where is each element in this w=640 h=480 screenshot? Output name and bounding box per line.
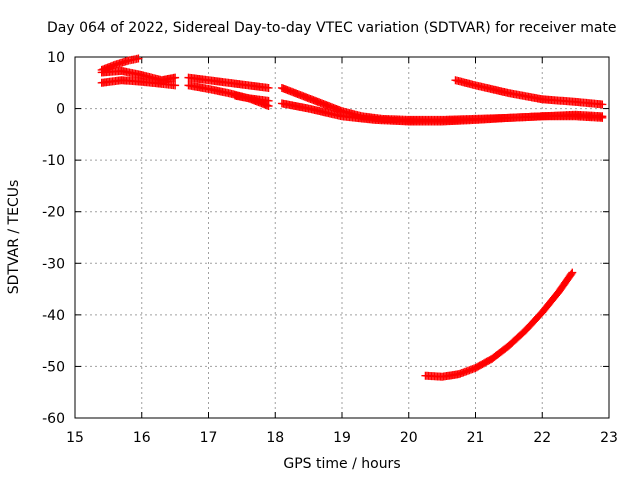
y-tick-label: -50 xyxy=(42,359,65,375)
series-2 xyxy=(97,76,180,90)
data-marks xyxy=(97,54,607,381)
data-point xyxy=(264,83,273,92)
y-tick-labels: 10 0 -10 -20 -30 -40 -50 -60 xyxy=(42,50,65,427)
x-tick-label: 16 xyxy=(133,430,151,446)
series-7 xyxy=(277,99,607,126)
data-point xyxy=(598,113,607,122)
axes xyxy=(74,56,610,419)
x-tick-label: 23 xyxy=(600,430,618,446)
series-8 xyxy=(451,76,607,109)
data-point xyxy=(171,73,180,82)
y-tick-label: -20 xyxy=(42,205,65,221)
data-point xyxy=(134,54,143,63)
x-tick-label: 15 xyxy=(66,430,84,446)
series-3 xyxy=(184,73,273,92)
series-5 xyxy=(231,91,273,110)
x-tick-label: 21 xyxy=(467,430,485,446)
data-point xyxy=(264,101,273,110)
x-tick-label: 19 xyxy=(333,430,351,446)
x-tick-labels: 15 16 17 18 19 20 21 22 23 xyxy=(66,430,618,446)
y-tick-label: 0 xyxy=(56,102,65,118)
x-axis-label: GPS time / hours xyxy=(283,456,401,472)
x-tick-label: 20 xyxy=(400,430,418,446)
x-tick-label: 17 xyxy=(200,430,218,446)
x-tick-label: 18 xyxy=(266,430,284,446)
data-point xyxy=(567,269,576,278)
x-tick-label: 22 xyxy=(533,430,551,446)
y-tick-label: -10 xyxy=(42,153,65,169)
series-9 xyxy=(421,268,577,381)
y-tick-label: -40 xyxy=(42,308,65,324)
data-point xyxy=(171,81,180,90)
chart-title: Day 064 of 2022, Sidereal Day-to-day VTE… xyxy=(47,20,617,36)
y-tick-label: -30 xyxy=(42,256,65,272)
y-axis-label: SDTVAR / TECUs xyxy=(6,179,22,295)
data-point xyxy=(598,100,607,109)
y-tick-label: 10 xyxy=(47,50,65,66)
plot-border xyxy=(74,56,610,419)
y-tick-label: -60 xyxy=(42,411,65,427)
data-point xyxy=(568,268,577,277)
